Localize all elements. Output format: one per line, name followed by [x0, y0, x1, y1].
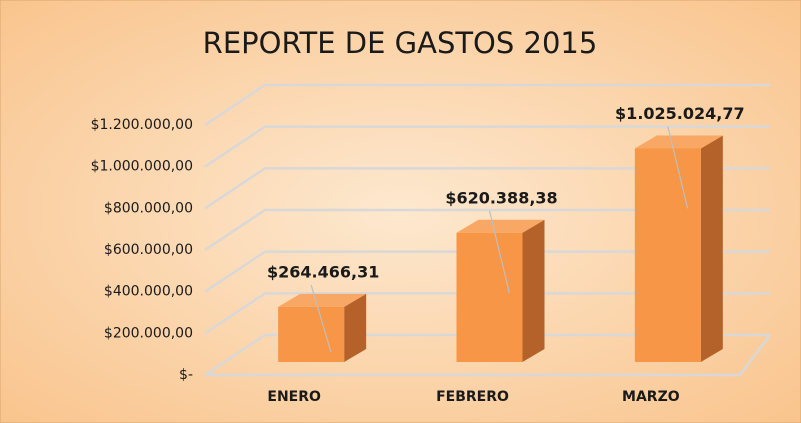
grid-line [204, 125, 770, 168]
leader-line [310, 284, 332, 353]
y-tick-label: $800.000,00 [104, 200, 193, 216]
grid-line [204, 208, 770, 252]
leader-line [667, 126, 689, 209]
bar-top [634, 135, 723, 149]
data-label: $264.466,31 [267, 262, 379, 281]
grid-line [204, 333, 770, 377]
x-tick-label: MARZO [622, 389, 680, 405]
bar-side [522, 219, 545, 362]
x-tick-label: ENERO [267, 389, 321, 405]
bar [278, 306, 345, 362]
data-label: $620.388,38 [445, 188, 557, 207]
y-tick-label: $400.000,00 [104, 284, 193, 300]
grid-line [204, 167, 770, 210]
floor-edge [739, 334, 771, 376]
bar [456, 232, 523, 362]
chart-title: REPORTE DE GASTOS 2015 [203, 26, 598, 60]
y-tick-label: $- [179, 367, 193, 383]
data-label: $1.025.024,77 [615, 104, 745, 123]
bar-top [456, 219, 545, 233]
grid-line [204, 83, 770, 127]
grid-line [204, 292, 770, 335]
x-tick-label: FEBRERO [436, 389, 509, 405]
y-tick-label: $1.000.000,00 [91, 159, 193, 175]
bar [634, 148, 701, 362]
y-tick-label: $1.200.000,00 [91, 117, 193, 133]
y-tick-label: $600.000,00 [104, 242, 193, 258]
grid-line [204, 250, 770, 293]
leader-line [488, 210, 510, 293]
bar-top [278, 293, 367, 307]
bar-side [700, 135, 723, 362]
y-tick-label: $200.000,00 [104, 325, 193, 341]
bar-side [344, 293, 367, 362]
